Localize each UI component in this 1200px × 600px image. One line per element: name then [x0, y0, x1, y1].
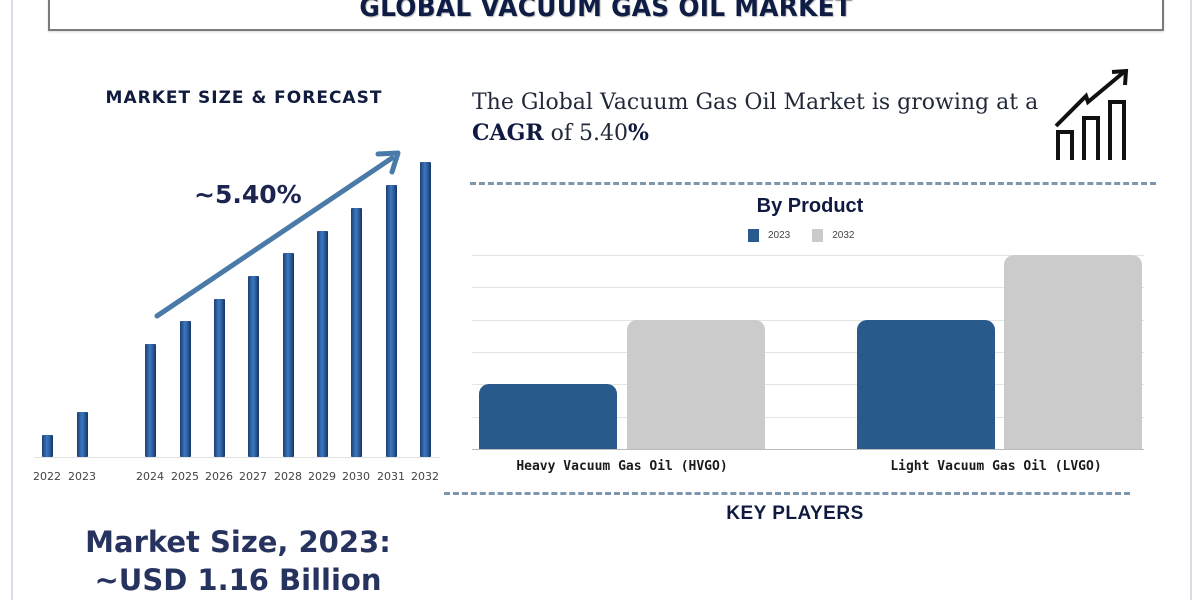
by-product-title: By Product [756, 195, 864, 217]
year-label-2028: 2028 [274, 470, 302, 483]
market-size-label: Market Size, 2023: [85, 525, 391, 559]
product-x-axis [472, 449, 1144, 450]
year-label-2026: 2026 [205, 470, 233, 483]
forecast-baseline [34, 457, 440, 458]
key-players-heading: KEY PLAYERS [726, 503, 864, 524]
title-banner: GLOBAL VACUUM GAS OIL MARKET [48, 0, 1164, 31]
grid-line [472, 287, 1144, 289]
headline-text: The Global Vacuum Gas Oil Market is grow… [472, 90, 1039, 115]
forecast-bar-2027 [248, 276, 259, 457]
frame-left-border [11, 0, 13, 600]
legend-swatch-2032 [812, 229, 824, 242]
forecast-bar-chart: 2022 2023 2024 2025 2026 2027 2028 2029 2030 2031… [0, 0, 450, 500]
section-divider-bottom [444, 492, 1130, 495]
cagr-annotation: ~5.40% [194, 180, 302, 209]
legend-label-2032: 2032 [832, 230, 855, 241]
legend-label-2023: 2023 [768, 230, 791, 241]
forecast-bar-2024 [145, 344, 156, 457]
year-label-2025: 2025 [171, 470, 199, 483]
grid-line [472, 255, 1144, 256]
year-label-2029: 2029 [308, 470, 336, 483]
growth-chart-icon [1054, 68, 1129, 160]
product-bar-lvgo-2023 [857, 319, 995, 449]
grid-line [472, 319, 1144, 321]
forecast-bar-2023 [77, 412, 88, 457]
grid-line [472, 416, 1144, 418]
forecast-bar-2030 [351, 208, 362, 457]
category-label-hvgo: Heavy Vacuum Gas Oil (HVGO) [516, 459, 728, 474]
forecast-bar-2029 [317, 231, 328, 457]
forecast-bar-2026 [214, 299, 225, 457]
year-label-2023: 2023 [68, 470, 96, 483]
section-divider-top [470, 182, 1156, 185]
forecast-bar-2032 [420, 162, 431, 457]
legend-swatch-2023 [748, 229, 759, 242]
cagr-headline: The Global Vacuum Gas Oil Market is grow… [472, 87, 1052, 149]
year-label-2027: 2027 [239, 470, 267, 483]
year-label-2030: 2030 [342, 470, 370, 483]
forecast-bar-2022 [42, 435, 53, 457]
headline-rate: of 5.40 [543, 121, 629, 146]
product-bar-hvgo-2023 [479, 384, 617, 449]
market-size-value: ~USD 1.16 Billion [94, 563, 382, 597]
frame-right-border [1190, 0, 1192, 600]
forecast-bar-2028 [283, 253, 294, 457]
product-bar-hvgo-2032 [627, 319, 765, 449]
headline-cagr: CAGR [472, 120, 544, 146]
product-bar-lvgo-2032 [1004, 255, 1142, 449]
trend-arrow-icon [154, 150, 401, 319]
forecast-bar-2031 [386, 185, 397, 457]
grid-line [472, 352, 1144, 353]
year-label-2022: 2022 [33, 470, 61, 483]
headline-percent: % [628, 120, 649, 146]
page-title: GLOBAL VACUUM GAS OIL MARKET [359, 0, 853, 23]
year-label-2031: 2031 [377, 470, 405, 483]
legend-item-2023: 2023 [748, 229, 790, 242]
forecast-bar-2025 [180, 321, 191, 457]
category-label-lvgo: Light Vacuum Gas Oil (LVGO) [890, 459, 1102, 474]
year-label-2032: 2032 [411, 470, 439, 483]
forecast-heading: MARKET SIZE & FORECAST [105, 88, 383, 108]
year-label-2024: 2024 [136, 470, 164, 483]
chart-legend: 2023 2032 [748, 229, 877, 242]
legend-item-2032: 2032 [812, 229, 855, 242]
grid-line [472, 384, 1144, 386]
